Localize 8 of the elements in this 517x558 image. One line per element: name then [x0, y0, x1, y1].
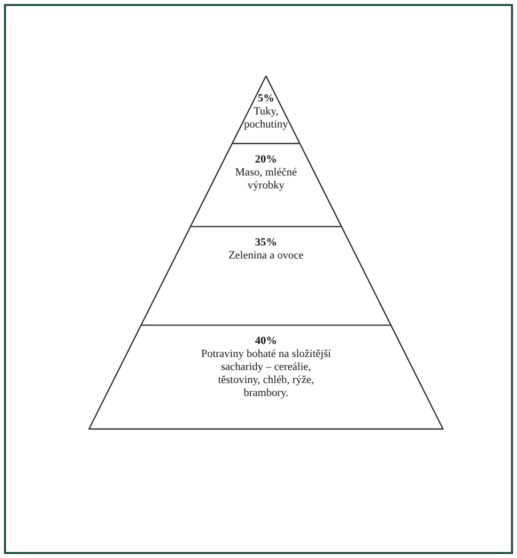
category-label: Tuky, pochutiny [244, 105, 288, 130]
category-label: Potraviny bohaté na složitější sacharidy – cereálie, těstoviny, chléb, rýže, brambory. [201, 348, 331, 400]
category-label: Maso, mléčné výrobky [235, 166, 297, 192]
data-label: 40% [255, 335, 277, 348]
data-label: 5% [258, 92, 274, 104]
category-label: Zelenina a ovoce [228, 250, 304, 262]
data-label: 35% [255, 236, 277, 249]
data-label: 20% [255, 153, 277, 166]
